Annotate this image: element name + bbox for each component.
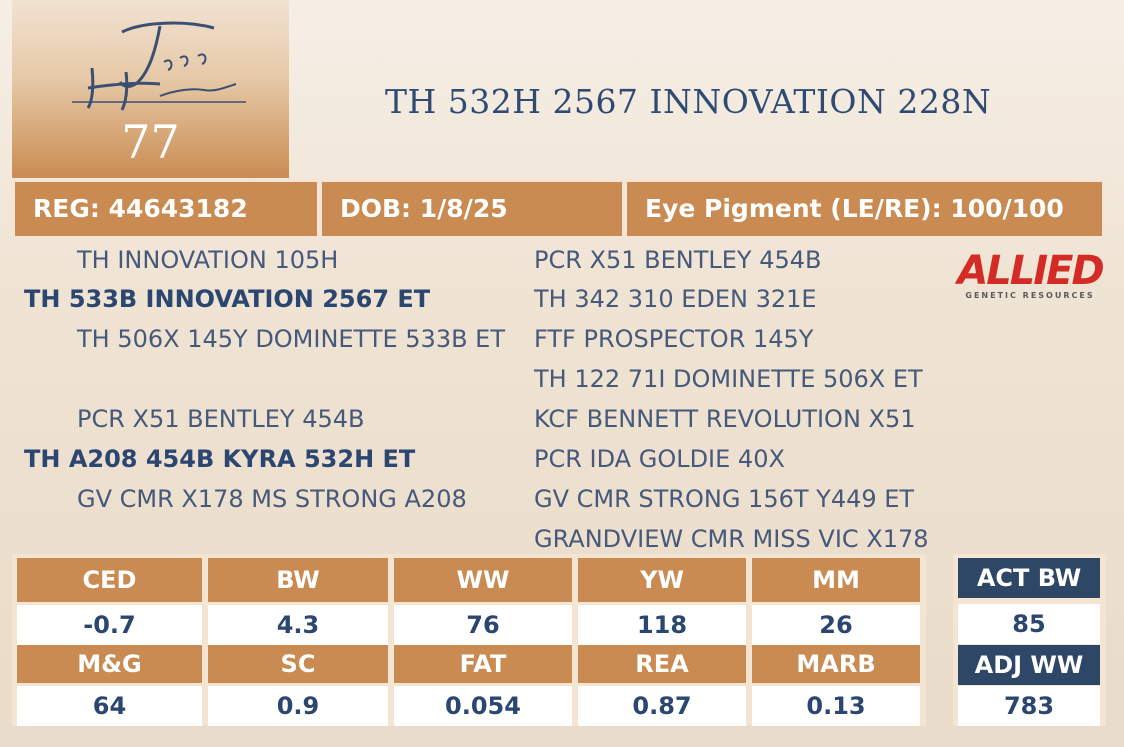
svg-text:ALLIED: ALLIED — [954, 248, 1103, 294]
eye-pigment: Eye Pigment (LE/RE): 100/100 — [627, 182, 1102, 236]
logo-panel: 77 — [12, 0, 289, 178]
pedigree-ancestor-5: KCF BENNETT REVOLUTION X51 — [534, 405, 916, 433]
epd-value: 0.054 — [394, 686, 572, 726]
date-of-birth: DOB: 1/8/25 — [322, 182, 622, 236]
epd-header: CED — [17, 558, 202, 602]
pedigree-ancestor-8: GRANDVIEW CMR MISS VIC X178 — [534, 525, 929, 553]
pedigree-sire-dam: TH 506X 145Y DOMINETTE 533B ET — [77, 325, 506, 353]
info-bar: REG: 44643182 DOB: 1/8/25 Eye Pigment (L… — [12, 179, 1106, 239]
act-bw-value: 85 — [958, 604, 1100, 644]
epd-header: BW — [208, 558, 388, 602]
pedigree-sire-sire: TH INNOVATION 105H — [77, 246, 339, 274]
epd-value: 0.87 — [578, 686, 746, 726]
epd-value: 0.9 — [208, 686, 388, 726]
pedigree-ancestor-2: TH 342 310 EDEN 321E — [534, 285, 817, 313]
epd-header: M&G — [17, 645, 202, 683]
epd-value: 4.3 — [208, 605, 388, 645]
pedigree-dam-sire: PCR X51 BENTLEY 454B — [77, 405, 365, 433]
epd-header: REA — [578, 645, 746, 683]
epd-value: -0.7 — [17, 605, 202, 645]
pedigree-ancestor-3: FTF PROSPECTOR 145Y — [534, 325, 814, 353]
epd-value: 118 — [578, 605, 746, 645]
pedigree-dam: TH A208 454B KYRA 532H ET — [24, 445, 416, 473]
epd-header: SC — [208, 645, 388, 683]
allied-genetic-resources-logo: ALLIED GENETIC RESOURCES — [954, 248, 1105, 300]
pedigree-ancestor-1: PCR X51 BENTLEY 454B — [534, 246, 822, 274]
pedigree-dam-dam: GV CMR X178 MS STRONG A208 — [77, 485, 467, 513]
tapp-herefords-logo — [72, 21, 246, 111]
adj-ww-value: 783 — [958, 686, 1100, 726]
adj-ww-header: ADJ WW — [958, 645, 1100, 685]
pedigree-ancestor-6: PCR IDA GOLDIE 40X — [534, 445, 785, 473]
epd-value: 0.13 — [752, 686, 920, 726]
svg-text:GENETIC RESOURCES: GENETIC RESOURCES — [965, 291, 1094, 300]
epd-header: FAT — [394, 645, 572, 683]
pedigree-ancestor-4: TH 122 71I DOMINETTE 506X ET — [534, 365, 923, 393]
lot-number: 77 — [121, 115, 180, 169]
epd-header: WW — [394, 558, 572, 602]
pedigree-ancestor-7: GV CMR STRONG 156T Y449 ET — [534, 485, 915, 513]
act-bw-header: ACT BW — [958, 558, 1100, 598]
epd-header: YW — [578, 558, 746, 602]
pedigree-sire: TH 533B INNOVATION 2567 ET — [24, 285, 431, 313]
epd-value: 64 — [17, 686, 202, 726]
epd-value: 26 — [752, 605, 920, 645]
page-title: TH 532H 2567 INNOVATION 228N — [385, 82, 992, 121]
epd-header: MARB — [752, 645, 920, 683]
registration-number: REG: 44643182 — [15, 182, 317, 236]
epd-value: 76 — [394, 605, 572, 645]
epd-header: MM — [752, 558, 920, 602]
